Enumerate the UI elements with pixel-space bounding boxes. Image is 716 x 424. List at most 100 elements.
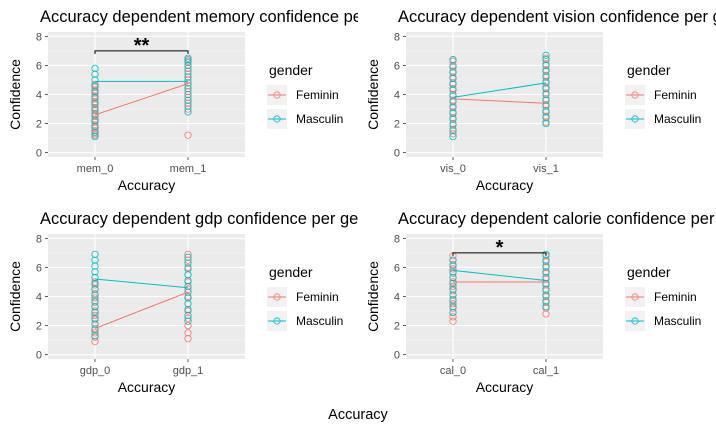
- data-point-feminin: [542, 310, 550, 318]
- legend-label-feminin: Feminin: [296, 88, 339, 102]
- data-point-masculin: [449, 63, 457, 71]
- data-point-masculin: [91, 256, 99, 264]
- data-point-feminin: [449, 300, 457, 308]
- data-point-masculin: [184, 90, 192, 99]
- data-point-masculin: [91, 128, 99, 136]
- data-point-masculin: [449, 98, 457, 106]
- data-point-masculin: [449, 303, 457, 311]
- legend-title: gender: [269, 62, 313, 78]
- y-axis-title: Confidence: [7, 261, 23, 332]
- data-point-masculin: [184, 265, 192, 273]
- data-point-masculin: [449, 74, 457, 83]
- data-point-masculin: [91, 122, 99, 131]
- data-point-masculin: [91, 82, 99, 90]
- chart-panel-mem: ** 0 2 4 6 8 mem_0 mem_1 Accuracy Confidence Accur…: [7, 8, 358, 193]
- significance-bracket: [452, 252, 547, 256]
- data-point-masculin: [449, 121, 457, 129]
- data-point-masculin: [91, 285, 99, 293]
- data-point-masculin: [449, 291, 457, 299]
- data-point-masculin: [184, 288, 192, 296]
- x-tick-label: cal_0: [440, 365, 466, 377]
- data-point-feminin: [184, 76, 192, 84]
- y-tick-label: 4: [36, 292, 42, 304]
- x-tick-label: mem_1: [170, 163, 207, 175]
- data-point-masculin: [542, 67, 550, 75]
- y-tick-label: 8: [394, 31, 400, 43]
- data-point-masculin: [449, 308, 457, 317]
- mean-line-masculin: [94, 278, 189, 289]
- legend-label-masculin: Masculin: [654, 314, 701, 328]
- data-point-masculin: [542, 256, 550, 264]
- data-point-feminin: [184, 82, 192, 90]
- y-tick-label: 4: [36, 90, 42, 102]
- data-point-masculin: [542, 85, 550, 93]
- data-point-masculin: [542, 303, 550, 311]
- data-point-masculin: [91, 117, 99, 125]
- data-point-masculin: [542, 291, 550, 299]
- data-point-feminin: [184, 250, 192, 258]
- data-point-masculin: [449, 297, 457, 305]
- data-point-masculin: [184, 61, 192, 70]
- y-tick-label: 2: [394, 119, 400, 131]
- data-point-masculin: [542, 268, 550, 276]
- mean-line-masculin: [452, 269, 547, 282]
- y-axis-title: Confidence: [365, 59, 381, 130]
- significance-label: **: [134, 35, 150, 57]
- data-point-masculin: [542, 108, 550, 116]
- data-point-masculin: [91, 70, 99, 78]
- x-tick-label: cal_1: [533, 365, 559, 377]
- data-point-feminin: [184, 131, 192, 139]
- data-point-masculin: [542, 274, 550, 282]
- data-point-feminin: [184, 335, 192, 343]
- y-tick-label: 0: [36, 350, 42, 362]
- data-point-masculin: [91, 99, 99, 107]
- data-point-masculin: [542, 297, 550, 305]
- data-point-masculin: [91, 268, 99, 276]
- data-point-masculin: [184, 54, 192, 62]
- data-point-masculin: [449, 279, 457, 288]
- mean-line-feminin: [452, 98, 547, 104]
- y-tick-label: 6: [394, 60, 400, 72]
- data-point-masculin: [449, 69, 457, 77]
- data-point-feminin: [449, 130, 457, 138]
- data-point-masculin: [91, 105, 99, 113]
- data-point-masculin: [91, 279, 99, 288]
- panel-content: * 0 2 4 6 8 cal_0 cal_1 Accuracy Confidence Accura…: [365, 210, 716, 395]
- data-point-masculin: [184, 282, 192, 290]
- mean-line-feminin: [94, 291, 189, 329]
- x-axis-title: Accuracy: [118, 177, 176, 193]
- data-point-masculin: [449, 56, 457, 64]
- legend-label-masculin: Masculin: [296, 314, 343, 328]
- data-point-feminin: [91, 294, 99, 302]
- data-point-masculin: [91, 93, 99, 102]
- data-point-masculin: [542, 285, 550, 293]
- data-point-masculin: [184, 102, 192, 110]
- legend-key-point: [631, 115, 639, 123]
- data-point-feminin: [91, 337, 99, 346]
- data-point-masculin: [91, 332, 99, 340]
- data-point-feminin: [184, 314, 192, 322]
- data-point-masculin: [91, 303, 99, 311]
- x-axis-title: Accuracy: [476, 177, 534, 193]
- y-tick-label: 2: [394, 321, 400, 333]
- data-point-masculin: [542, 61, 550, 70]
- data-point-masculin: [542, 262, 550, 270]
- data-point-masculin: [91, 326, 99, 334]
- legend-title: gender: [627, 264, 671, 280]
- data-point-masculin: [91, 262, 99, 270]
- data-point-masculin: [449, 109, 457, 117]
- legend-key-point: [273, 115, 281, 123]
- legend-label-feminin: Feminin: [654, 290, 697, 304]
- y-tick-label: 6: [36, 262, 42, 274]
- legend: gender Feminin Masculin: [625, 264, 701, 331]
- legend-label-masculin: Masculin: [654, 112, 701, 126]
- data-point-feminin: [449, 313, 457, 321]
- data-point-feminin: [91, 311, 99, 319]
- data-point-masculin: [91, 133, 99, 141]
- y-tick-label: 6: [394, 262, 400, 274]
- x-axis-title: Accuracy: [476, 379, 534, 395]
- data-point-feminin: [449, 265, 457, 273]
- legend-label-feminin: Feminin: [654, 88, 697, 102]
- y-axis-title: Confidence: [365, 261, 381, 332]
- data-point-masculin: [91, 250, 99, 258]
